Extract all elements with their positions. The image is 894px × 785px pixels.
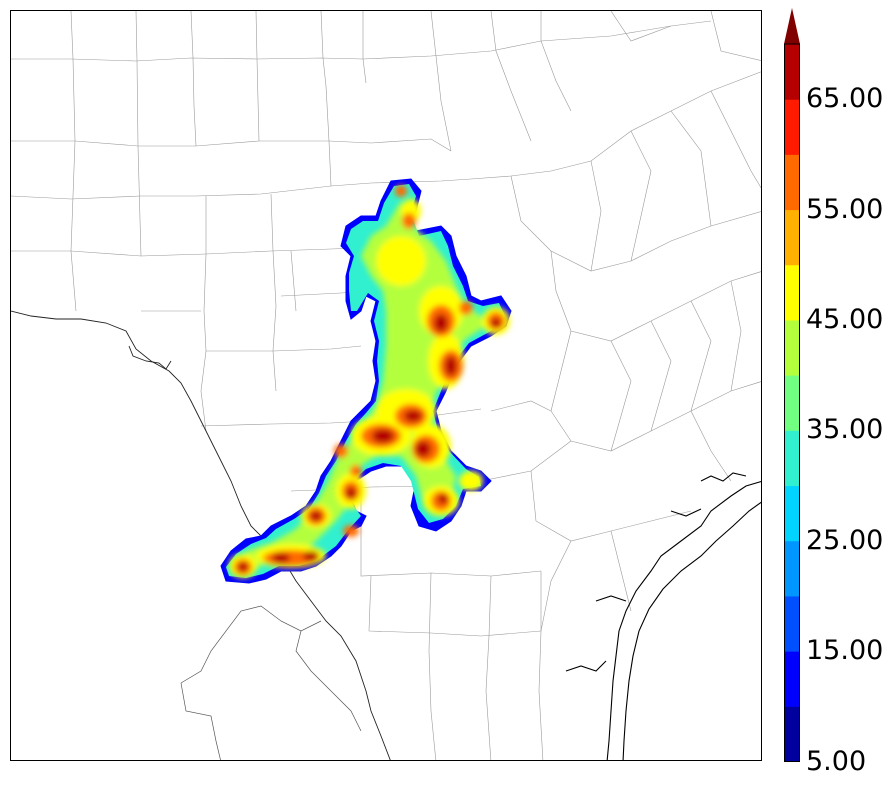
colorbar [784, 8, 800, 762]
colorbar-tick-label: 65.00 [806, 83, 884, 115]
colorbar-segment [784, 44, 800, 100]
colorbar-segment [784, 485, 800, 542]
colorbar-segment [784, 209, 800, 266]
colorbar-tick-label: 45.00 [806, 303, 884, 335]
colorbar-tick-label: 5.00 [806, 745, 867, 777]
colorbar-segment [784, 99, 800, 155]
map-canvas [11, 11, 761, 760]
colorbar-segment [784, 319, 800, 376]
colorbar-segments [784, 44, 800, 762]
colorbar-tick-label: 25.00 [806, 524, 884, 556]
colorbar-outline [784, 43, 800, 762]
colorbar-segment [784, 651, 800, 707]
colorbar-segment [784, 706, 800, 762]
colorbar-segment [784, 264, 800, 321]
mexico-boundaries [180, 605, 362, 760]
colorbar-tick-label: 55.00 [806, 193, 884, 225]
colorbar-tick-label: 35.00 [806, 414, 884, 446]
reflectivity-swath [220, 178, 512, 584]
colorbar-segment [784, 375, 800, 431]
gulf-coastline [565, 472, 761, 760]
colorbar-segment [784, 430, 800, 487]
map-panel [10, 10, 762, 761]
colorbar-segment [784, 154, 800, 211]
county-boundaries [11, 11, 761, 760]
colorbar-segment [784, 595, 800, 652]
rio-grande [11, 310, 391, 760]
colorbar-segment [784, 540, 800, 597]
colorbar-tick-label: 15.00 [806, 635, 884, 667]
colorbar-extend-arrow [784, 8, 800, 44]
